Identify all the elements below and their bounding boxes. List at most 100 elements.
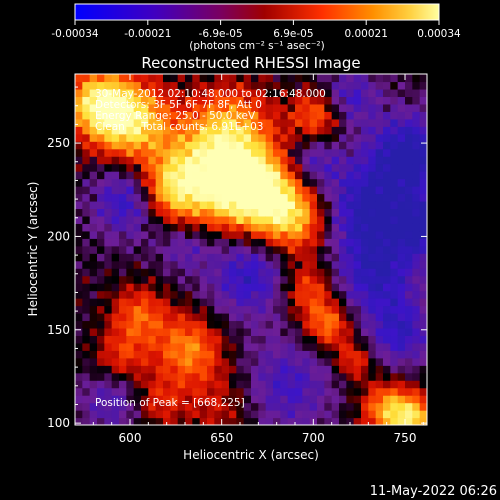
heatmap-cell <box>258 171 267 180</box>
heatmap-cell <box>170 88 179 98</box>
heatmap-cell <box>126 335 135 344</box>
heatmap-cell <box>111 260 120 269</box>
heatmap-cell <box>317 156 325 165</box>
heatmap-cell <box>185 230 193 239</box>
heatmap-cell <box>163 260 171 269</box>
heatmap-cell <box>104 372 113 381</box>
heatmap-cell <box>229 200 237 210</box>
heatmap-cell <box>331 103 340 112</box>
heatmap-cell <box>339 88 347 98</box>
heatmap-cell <box>155 156 164 165</box>
heatmap-cell <box>258 342 267 351</box>
heatmap-cell <box>280 298 289 307</box>
heatmap-cell <box>361 103 369 112</box>
heatmap-cell <box>412 126 421 135</box>
heatmap-cell <box>353 186 362 195</box>
heatmap-cell <box>192 111 201 120</box>
heatmap-cell <box>251 215 259 224</box>
heatmap-cell <box>397 238 406 247</box>
heatmap-cell <box>163 96 171 105</box>
heatmap-cell <box>280 395 289 404</box>
heatmap-cell <box>177 126 186 135</box>
heatmap-cell <box>126 320 135 329</box>
heatmap-cell <box>412 118 421 127</box>
heatmap-cell <box>251 327 259 336</box>
heatmap-cell <box>390 298 399 307</box>
heatmap-cell <box>397 156 406 165</box>
heatmap-cell <box>368 253 377 262</box>
heatmap-cell <box>126 193 135 202</box>
heatmap-cell <box>390 171 399 180</box>
heatmap-cell <box>258 298 267 307</box>
heatmap-cell <box>397 215 406 224</box>
heatmap-cell <box>390 410 399 419</box>
heatmap-cell <box>97 215 105 224</box>
heatmap-cell <box>221 126 230 135</box>
heatmap-cell <box>229 312 237 322</box>
heatmap-cell <box>133 141 142 150</box>
heatmap-cell <box>397 342 406 351</box>
heatmap-cell <box>265 350 274 359</box>
heatmap-cell <box>104 156 113 165</box>
heatmap-cell <box>317 141 325 150</box>
heatmap-cell <box>170 186 179 195</box>
heatmap-cell <box>331 268 340 277</box>
heatmap-cell <box>353 215 362 224</box>
heatmap-cell <box>141 74 149 83</box>
heatmap-cell <box>236 253 245 262</box>
heatmap-cell <box>75 148 83 157</box>
heatmap-cell <box>221 305 230 314</box>
heatmap-cell <box>82 141 91 150</box>
heatmap-cell <box>346 111 355 120</box>
heatmap-cell <box>104 193 113 202</box>
heatmap-cell <box>397 200 406 210</box>
heatmap-cell <box>177 268 186 277</box>
heatmap-cell <box>243 208 252 217</box>
heatmap-cell <box>229 193 237 202</box>
heatmap-cell <box>397 387 406 396</box>
heatmap-cell <box>133 253 142 262</box>
heatmap-cell <box>148 283 157 292</box>
heatmap-cell <box>97 148 105 157</box>
heatmap-cell <box>317 417 325 425</box>
heatmap-cell <box>170 141 179 150</box>
heatmap-cell <box>251 103 259 112</box>
heatmap-cell <box>214 178 223 187</box>
heatmap-cell <box>309 283 318 292</box>
heatmap-cell <box>236 260 245 269</box>
heatmap-cell <box>163 350 171 359</box>
heatmap-cell <box>258 268 267 277</box>
colorbar-tick-label: -0.00021 <box>124 28 171 40</box>
heatmap-cell <box>119 96 127 105</box>
heatmap-cell <box>221 200 230 210</box>
heatmap-cell <box>148 253 157 262</box>
heatmap-cell <box>383 298 391 307</box>
heatmap-cell <box>155 327 164 336</box>
heatmap-cell <box>82 133 91 142</box>
heatmap-cell <box>126 200 135 210</box>
heatmap-cell <box>287 186 296 195</box>
heatmap-cell <box>207 283 215 292</box>
heatmap-cell <box>89 178 98 187</box>
heatmap-cell <box>251 156 259 165</box>
heatmap-cell <box>214 298 223 307</box>
heatmap-cell <box>221 111 230 120</box>
heatmap-cell <box>133 312 142 322</box>
heatmap-cell <box>229 365 237 374</box>
heatmap-cell <box>375 268 384 277</box>
heatmap-cell <box>221 357 230 366</box>
heatmap-cell <box>375 372 384 381</box>
heatmap-cell <box>368 238 377 247</box>
heatmap-cell <box>280 148 289 157</box>
heatmap-cell <box>221 260 230 269</box>
heatmap-cell <box>346 402 355 411</box>
heatmap-cell <box>163 88 171 98</box>
heatmap-cell <box>236 126 245 135</box>
heatmap-cell <box>361 417 369 425</box>
heatmap-cell <box>280 253 289 262</box>
heatmap-cell <box>295 380 303 389</box>
heatmap-cell <box>361 186 369 195</box>
heatmap-cell <box>280 402 289 411</box>
heatmap-cell <box>89 148 98 157</box>
heatmap-cell <box>82 283 91 292</box>
